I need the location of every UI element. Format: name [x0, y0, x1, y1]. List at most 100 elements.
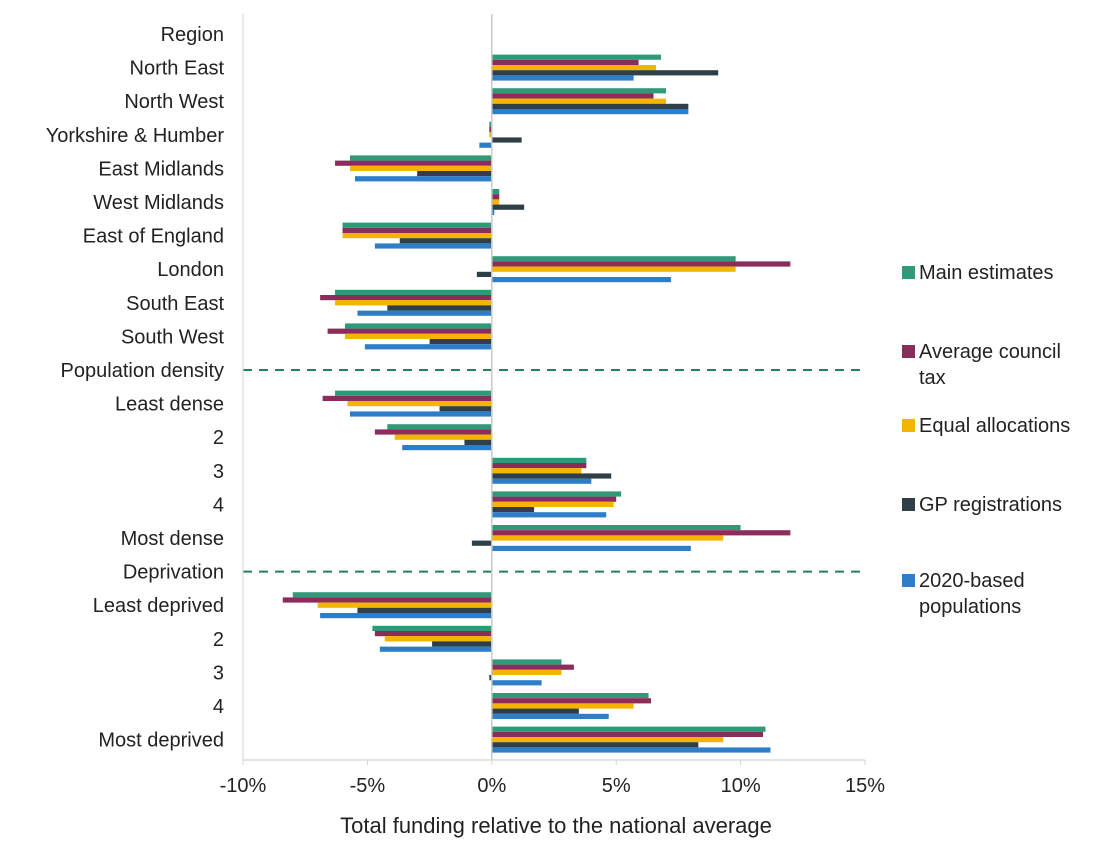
bar [491, 93, 654, 99]
category-label: Least deprived [93, 595, 224, 617]
category-label: London [157, 259, 224, 281]
bar [491, 189, 500, 195]
group-separators [243, 369, 865, 573]
category-label: 3 [213, 461, 224, 483]
bar [491, 507, 535, 513]
category-label: East of England [83, 226, 224, 248]
category-label: 2 [213, 427, 224, 449]
legend-label: 2020-based populations [919, 570, 1025, 618]
bar [379, 646, 492, 652]
bar [491, 98, 666, 104]
bar [320, 295, 492, 301]
bar [491, 525, 741, 531]
x-tick-label: 10% [721, 775, 761, 797]
bar [320, 613, 492, 619]
bar [476, 271, 492, 277]
bar [491, 698, 652, 704]
category-label: 4 [213, 696, 224, 718]
bar [491, 708, 579, 714]
bar [372, 625, 492, 631]
bar [491, 747, 771, 753]
bar [491, 680, 542, 686]
bar [439, 406, 492, 412]
bar [374, 243, 492, 249]
bar [491, 512, 607, 518]
bar [399, 238, 492, 244]
bar [491, 103, 689, 109]
legend-label: Main estimates [919, 262, 1054, 284]
bar [491, 737, 724, 743]
category-label: Most deprived [98, 730, 224, 752]
category-label: North East [130, 58, 225, 80]
bar [342, 222, 492, 228]
bar [335, 289, 492, 295]
bar [349, 165, 492, 171]
category-label: Least dense [115, 394, 224, 416]
x-axis: -10% -5% 0% 5% 10% 15% [220, 14, 885, 797]
bar [491, 468, 582, 474]
category-label: North West [124, 91, 224, 113]
bar [491, 478, 592, 484]
bar [489, 127, 492, 133]
bar [491, 703, 634, 709]
bar [489, 121, 492, 127]
bar [491, 693, 649, 699]
x-tick-label: 5% [602, 775, 631, 797]
bar [347, 401, 492, 407]
bar [402, 445, 492, 451]
bar [387, 424, 492, 430]
bar [491, 742, 699, 748]
bar [394, 434, 492, 440]
bar [491, 731, 763, 737]
bar [491, 256, 736, 262]
x-axis-title: Total funding relative to the national a… [340, 813, 772, 838]
category-label: South West [121, 326, 224, 348]
bar [491, 473, 612, 479]
bar [429, 339, 492, 345]
bar [491, 199, 500, 205]
bar [491, 209, 495, 215]
legend-label: GP registrations [919, 494, 1062, 516]
legend-swatch [902, 498, 915, 511]
bar [491, 535, 724, 541]
category-label: South East [126, 293, 224, 315]
bar [491, 70, 719, 76]
bar [491, 75, 634, 81]
category-label: Population density [61, 360, 224, 382]
bar [491, 726, 766, 732]
bar [327, 328, 492, 334]
legend-label: Equal allocations [919, 415, 1070, 437]
legend-swatch [902, 345, 915, 358]
x-tick-label: 0% [477, 775, 506, 797]
x-tick-label: -5% [350, 775, 386, 797]
bar [491, 491, 622, 497]
bar [464, 439, 492, 445]
bar [364, 344, 492, 350]
category-label: 3 [213, 662, 224, 684]
bar [384, 636, 492, 642]
bar [357, 607, 492, 613]
bar [417, 171, 492, 177]
category-label: Region [161, 24, 224, 46]
legend-swatch [902, 419, 915, 432]
bar [491, 261, 791, 267]
category-label: East Midlands [98, 158, 224, 180]
bar [345, 323, 492, 329]
bar [491, 501, 614, 507]
legend: Main estimates Average council tax Equal al… [902, 262, 1070, 618]
bar [335, 300, 492, 306]
category-label: Deprivation [123, 562, 224, 584]
legend-label: Average council tax [919, 341, 1061, 389]
bar [491, 545, 691, 551]
bar [491, 54, 661, 60]
category-label: 4 [213, 494, 224, 516]
bar [491, 59, 639, 65]
bar [491, 669, 562, 675]
bar [322, 395, 492, 401]
bar [317, 602, 492, 608]
bar [491, 65, 657, 71]
bar [349, 411, 492, 417]
bar [354, 176, 492, 182]
